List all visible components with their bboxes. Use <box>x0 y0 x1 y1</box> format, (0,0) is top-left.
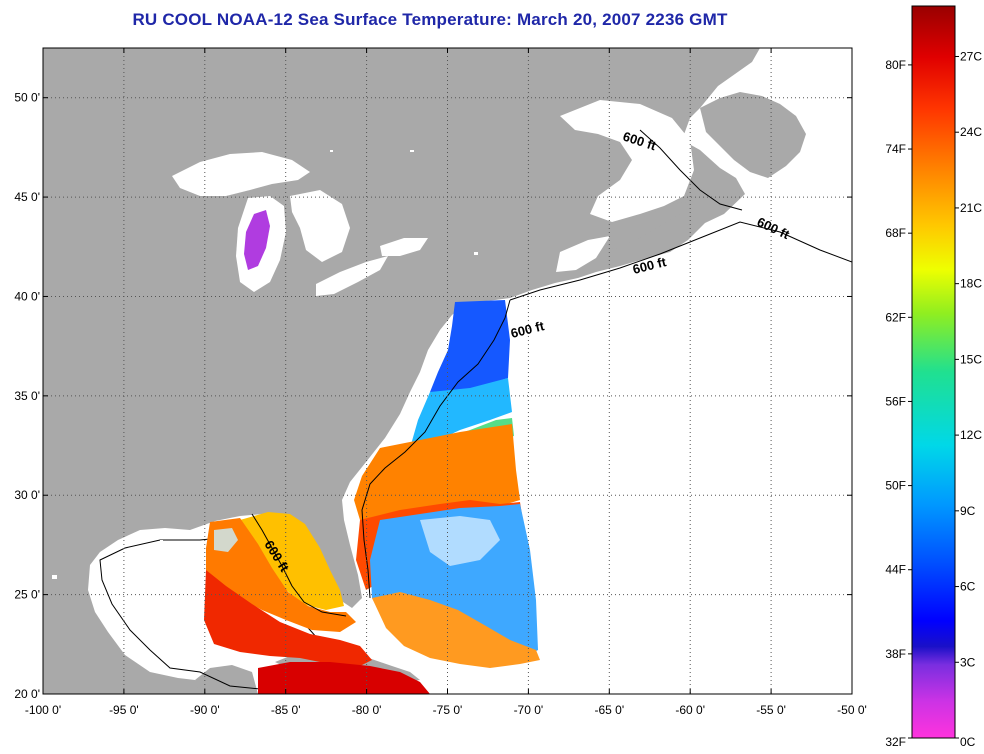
sst-caribbean-red <box>258 662 430 694</box>
colorbar-label-celsius: 27C <box>960 49 982 63</box>
lon-tick-label: -50 0' <box>837 703 867 717</box>
map-gridlines <box>43 48 852 694</box>
colorbar-label-fahrenheit: 38F <box>885 647 906 661</box>
isobath-600ft-atlantic <box>361 299 511 599</box>
sst-gulf-red <box>204 570 372 668</box>
lon-tick-label: -90 0' <box>190 703 220 717</box>
lon-tick-label: -85 0' <box>271 703 301 717</box>
colorbar-label-celsius: 18C <box>960 277 982 291</box>
longitude-axis: -100 0' -95 0' -90 0' -85 0' -80 0' -75 0' -70… <box>25 48 867 717</box>
colorbar-label-fahrenheit: 62F <box>885 310 906 324</box>
lake-huron <box>290 190 350 262</box>
lake-michigan-sst <box>244 210 270 270</box>
coastal-islands <box>52 150 606 579</box>
colorbar-label-fahrenheit: 68F <box>885 226 906 240</box>
isobath-600ft-scotian <box>509 221 852 301</box>
lat-tick-label: 30 0' <box>14 488 40 502</box>
sst-gulfstream-orange <box>354 424 520 520</box>
isobath-600ft-gulf <box>251 513 347 617</box>
gulf-st-lawrence <box>560 100 694 222</box>
bay-of-fundy <box>556 236 610 272</box>
lon-tick-label: -55 0' <box>756 703 786 717</box>
colorbar-label-fahrenheit: 74F <box>885 142 906 156</box>
colorbar-label-fahrenheit: 50F <box>885 479 906 493</box>
lon-tick-label: -80 0' <box>352 703 382 717</box>
colorbar-label-celsius: 3C <box>960 655 976 669</box>
lon-tick-label: -100 0' <box>25 703 61 717</box>
land-north-america <box>43 48 760 694</box>
lat-tick-label: 45 0' <box>14 190 40 204</box>
colorbar-label-celsius: 24C <box>960 125 982 139</box>
lake-superior <box>172 152 310 196</box>
colorbar-label-fahrenheit: 80F <box>885 58 906 72</box>
lat-tick-label: 35 0' <box>14 389 40 403</box>
lake-erie <box>316 256 388 296</box>
sst-gulf-orange <box>206 518 356 632</box>
lat-tick-label: 50 0' <box>14 91 40 105</box>
colorbar-label-celsius: 0C <box>960 735 976 749</box>
colorbar-label-fahrenheit: 56F <box>885 394 906 408</box>
map-title: RU COOL NOAA-12 Sea Surface Temperature:… <box>132 10 728 29</box>
lon-tick-label: -70 0' <box>514 703 544 717</box>
colorbar-celsius-labels: 0C 3C 6C 9C 12C 15C 18C 21C 24C 27C <box>955 49 982 749</box>
colorbar-label-celsius: 9C <box>960 504 976 518</box>
lat-tick-label: 25 0' <box>14 588 40 602</box>
land-nova-scotia <box>600 202 688 250</box>
colorbar <box>912 6 955 738</box>
colorbar-frame <box>911 5 956 739</box>
lon-tick-label: -65 0' <box>594 703 624 717</box>
land-newfoundland <box>700 92 806 178</box>
sst-bahamas-warm <box>372 592 540 668</box>
lat-tick-label: 40 0' <box>14 289 40 303</box>
sst-gulf-light <box>214 528 238 552</box>
colorbar-label-celsius: 21C <box>960 201 982 215</box>
lon-tick-label: -75 0' <box>433 703 463 717</box>
sst-atlantic-blue <box>430 300 510 396</box>
sst-bahamas-white <box>420 516 500 566</box>
colorbar-label-celsius: 15C <box>960 352 982 366</box>
colorbar-label-fahrenheit: 32F <box>885 735 906 749</box>
lon-tick-label: -60 0' <box>675 703 705 717</box>
latitude-axis: 20 0' 25 0' 30 0' 35 0' 40 0' 45 0' 50 0' <box>14 91 852 701</box>
lon-tick-label: -95 0' <box>109 703 139 717</box>
colorbar-label-celsius: 12C <box>960 428 982 442</box>
lat-tick-label: 20 0' <box>14 687 40 701</box>
colorbar-label-celsius: 6C <box>960 580 976 594</box>
colorbar-fahrenheit-labels: 32F 38F 44F 50F 56F 62F 68F 74F 80F <box>885 58 912 749</box>
lake-ontario <box>380 238 428 256</box>
colorbar-label-fahrenheit: 44F <box>885 563 906 577</box>
